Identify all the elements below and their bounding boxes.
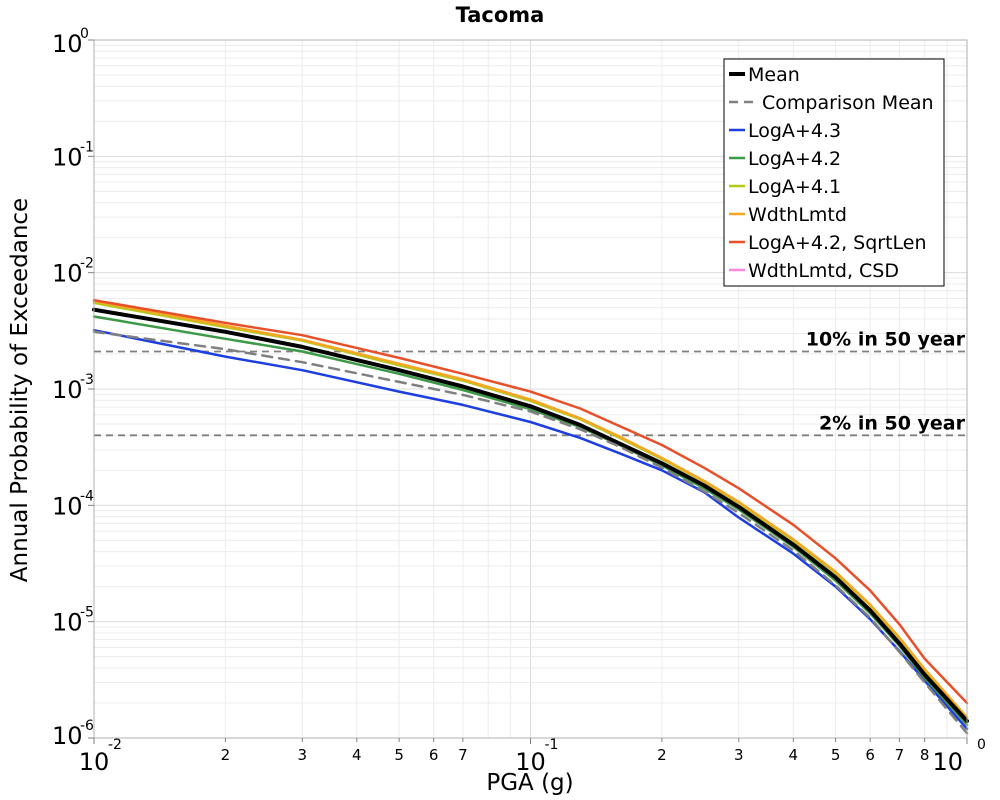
- y-major-tick-exponent: 0: [80, 26, 89, 42]
- y-major-tick-exponent: -6: [80, 718, 94, 734]
- y-major-tick-label: 10: [52, 609, 83, 637]
- legend-label: LogA+4.2, SqrtLen: [748, 232, 927, 254]
- x-minor-tick-label: 2: [657, 746, 667, 764]
- x-minor-tick-label: 7: [458, 746, 468, 764]
- series-line: [92, 298, 969, 705]
- legend-label: LogA+4.1: [748, 176, 841, 198]
- legend: Mean Comparison Mean LogA+4.3 LogA+4.2 LogA+…: [723, 58, 945, 287]
- series-lines: [92, 298, 969, 735]
- y-major-tick-label: 10: [52, 376, 83, 404]
- grid-lines: [93, 40, 967, 739]
- legend-box: [723, 58, 945, 287]
- x-minor-tick-label: 5: [831, 746, 841, 764]
- x-axis-label: PGA (g): [486, 770, 573, 796]
- series-line: [92, 330, 969, 735]
- legend-label: WdthLmtd: [748, 204, 847, 226]
- y-major-tick-exponent: -5: [80, 605, 94, 621]
- x-minor-tick-label: 4: [352, 746, 362, 764]
- legend-label: LogA+4.3: [748, 120, 841, 142]
- x-minor-tick-label: 3: [734, 746, 744, 764]
- y-major-tick-label: 10: [52, 30, 83, 58]
- series-line: [92, 307, 969, 723]
- chart-title: Tacoma: [456, 3, 545, 27]
- y-axis-label: Annual Probability of Exceedance: [7, 198, 33, 582]
- y-major-tick-label: 10: [52, 492, 83, 520]
- x-minor-tick-label: 2: [221, 746, 231, 764]
- legend-label: Mean: [748, 64, 800, 86]
- x-minor-tick-label: 4: [789, 746, 799, 764]
- x-minor-tick-label: 6: [429, 746, 439, 764]
- x-minor-tick-label: 5: [394, 746, 404, 764]
- y-major-tick-label: 10: [52, 260, 83, 288]
- x-minor-tick-label: 3: [297, 746, 307, 764]
- y-major-tick-exponent: -4: [80, 488, 94, 504]
- legend-label: Comparison Mean: [762, 92, 934, 114]
- y-major-tick-exponent: -2: [80, 256, 94, 272]
- y-major-tick-label: 10: [52, 722, 83, 750]
- x-major-tick-exponent: 0: [977, 737, 986, 753]
- legend-label: LogA+4.2: [748, 148, 841, 170]
- x-minor-tick-label: 7: [895, 746, 905, 764]
- x-major-tick-exponent: -2: [108, 737, 122, 753]
- x-major-tick-label: 10: [932, 748, 963, 776]
- reference-line-label: 10% in 50 year: [806, 329, 966, 351]
- series-line: [92, 299, 969, 719]
- y-major-tick-exponent: -1: [80, 139, 94, 155]
- y-major-tick-label: 10: [52, 143, 83, 171]
- x-minor-tick-label: 8: [920, 746, 930, 764]
- y-major-tick-exponent: -3: [80, 372, 94, 388]
- x-major-tick-label: 10: [515, 748, 546, 776]
- x-minor-tick-label: 6: [865, 746, 875, 764]
- reference-line-label: 2% in 50 year: [819, 412, 966, 434]
- legend-label: WdthLmtd, CSD: [748, 260, 899, 282]
- x-major-tick-exponent: -1: [545, 737, 559, 753]
- x-major-tick-label: 10: [79, 748, 110, 776]
